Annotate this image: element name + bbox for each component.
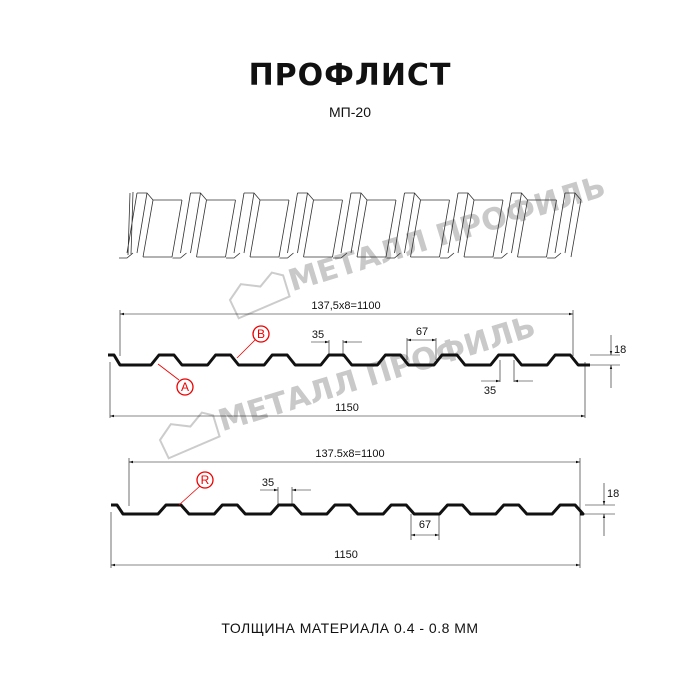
svg-text:B: B bbox=[257, 327, 265, 341]
page-title: ПРОФЛИСТ bbox=[248, 58, 452, 93]
profile-1-outline bbox=[108, 353, 590, 367]
watermark-logo-1: МЕТАЛЛ ПРОФИЛЬ bbox=[228, 169, 610, 320]
marker-r: R bbox=[178, 471, 214, 506]
pitch-label: 137,5x8=1100 bbox=[311, 300, 380, 312]
rib-bottom-label: 35 bbox=[484, 385, 496, 397]
width-label: 1150 bbox=[335, 402, 359, 414]
profile-model: МП-20 bbox=[329, 104, 371, 120]
height-label-2: 18 bbox=[607, 488, 619, 500]
sheet-3d-lines bbox=[119, 191, 582, 259]
profile-2-section: 137.5x8=1100 1150 35 67 18 R bbox=[110, 448, 619, 568]
material-thickness-note: ТОЛЩИНА МАТЕРИАЛА 0.4 - 0.8 ММ bbox=[221, 620, 479, 636]
sheet-3d-view bbox=[119, 191, 582, 259]
watermark-logo-2: МЕТАЛЛ ПРОФИЛЬ bbox=[158, 309, 540, 460]
profile-1-section: 137,5x8=1100 1150 35 67 35 18 B A bbox=[108, 300, 626, 418]
marker-b: B bbox=[236, 325, 270, 359]
svg-text:R: R bbox=[201, 473, 210, 487]
rib-top-label: 35 bbox=[312, 329, 324, 341]
height-label: 18 bbox=[614, 344, 626, 356]
width-label-2: 1150 bbox=[334, 549, 358, 561]
gap-label: 67 bbox=[416, 326, 428, 338]
rib-top-label-2: 35 bbox=[262, 477, 274, 489]
gap-label-2: 67 bbox=[419, 519, 431, 531]
svg-text:A: A bbox=[181, 380, 189, 394]
marker-a: A bbox=[157, 363, 194, 396]
profile-2-outline bbox=[111, 503, 585, 516]
svg-text:МЕТАЛЛ ПРОФИЛЬ: МЕТАЛЛ ПРОФИЛЬ bbox=[284, 169, 609, 299]
pitch-label-2: 137.5x8=1100 bbox=[315, 448, 384, 460]
